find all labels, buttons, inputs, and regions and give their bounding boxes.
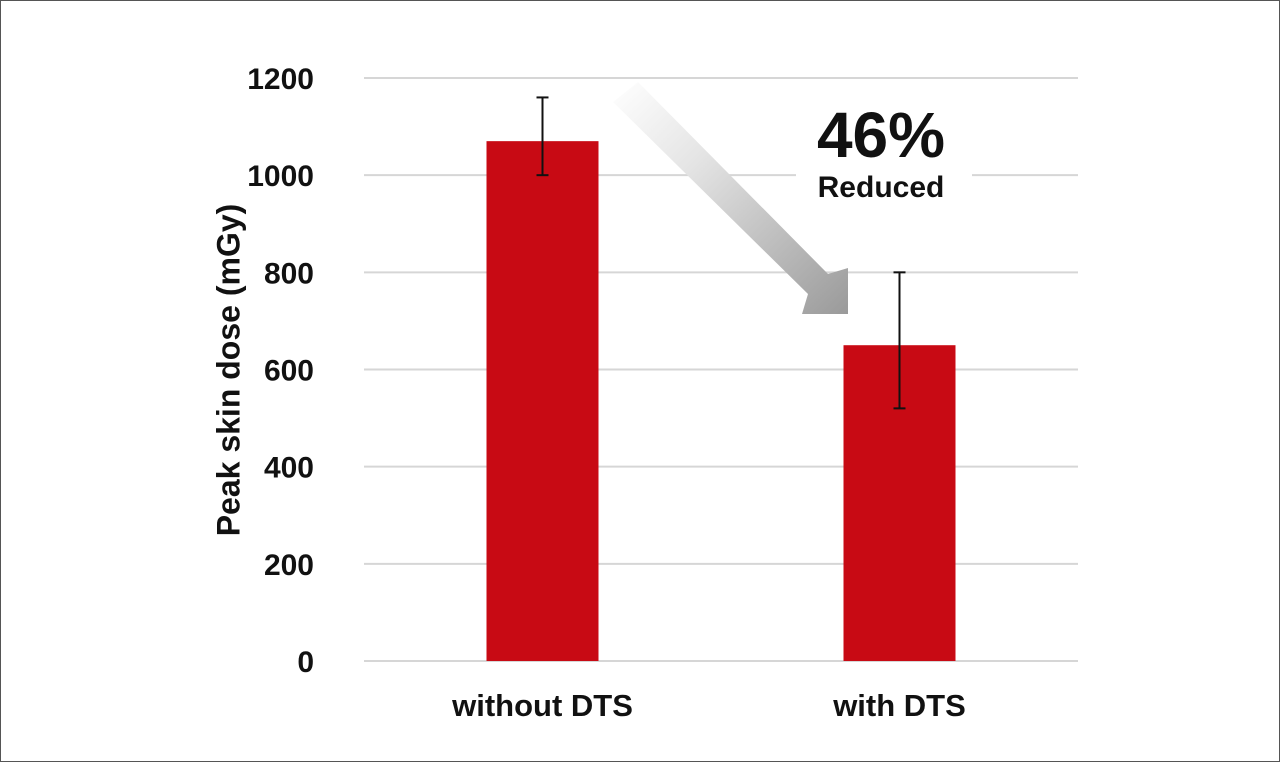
y-tick-label: 200 (264, 549, 314, 582)
x-category-label: with DTS (832, 688, 966, 723)
y-tick-label: 600 (264, 355, 314, 388)
y-tick-label: 0 (297, 646, 314, 679)
y-axis-ticks: 0 200 400 600 800 1000 1200 (247, 63, 314, 679)
y-tick-label: 800 (264, 257, 314, 290)
error-bar (893, 271, 906, 410)
error-bar (536, 96, 549, 177)
reduction-label: Reduced (818, 171, 945, 204)
bars (486, 141, 956, 662)
error-bars (536, 96, 906, 410)
y-tick-label: 1000 (247, 160, 314, 193)
y-tick-label: 1200 (247, 63, 314, 96)
reduction-arrow (613, 82, 848, 314)
reduction-percent: 46% (817, 99, 945, 171)
y-tick-label: 400 (264, 452, 314, 485)
arrow-shape (613, 82, 848, 314)
y-axis-label: Peak skin dose (mGy) (210, 204, 246, 537)
annotation-text-background (796, 92, 972, 208)
x-axis-categories: without DTS with DTS (451, 688, 966, 723)
x-category-label: without DTS (451, 688, 633, 723)
bar (486, 141, 599, 662)
